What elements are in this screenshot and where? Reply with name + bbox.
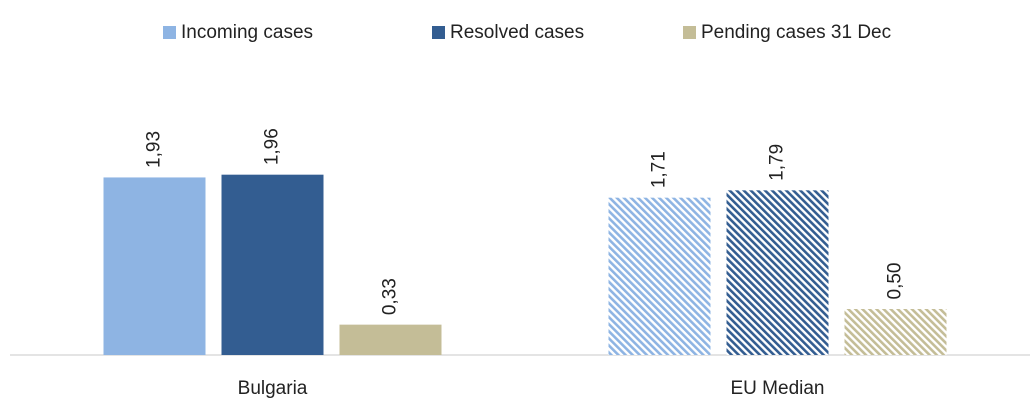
data-label: 0,33 <box>380 278 401 315</box>
bar <box>103 177 206 355</box>
x-tick-label: EU Median <box>731 378 825 399</box>
bar <box>608 197 711 355</box>
x-tick-label: Bulgaria <box>238 378 308 399</box>
data-label: 1,93 <box>144 131 165 168</box>
legend-swatch <box>163 26 176 39</box>
data-label: 0,50 <box>885 263 906 300</box>
bar <box>221 174 324 355</box>
bar <box>844 309 947 355</box>
legend-label: Pending cases 31 Dec <box>701 22 891 43</box>
legend-swatch <box>683 26 696 39</box>
data-label: 1,96 <box>262 128 283 165</box>
data-label: 1,71 <box>649 151 670 188</box>
legend-label: Resolved cases <box>450 22 584 43</box>
legend-swatch <box>432 26 445 39</box>
data-label: 1,79 <box>767 144 788 181</box>
bar <box>339 324 442 355</box>
legend-label: Incoming cases <box>181 22 313 43</box>
bar <box>726 190 829 355</box>
